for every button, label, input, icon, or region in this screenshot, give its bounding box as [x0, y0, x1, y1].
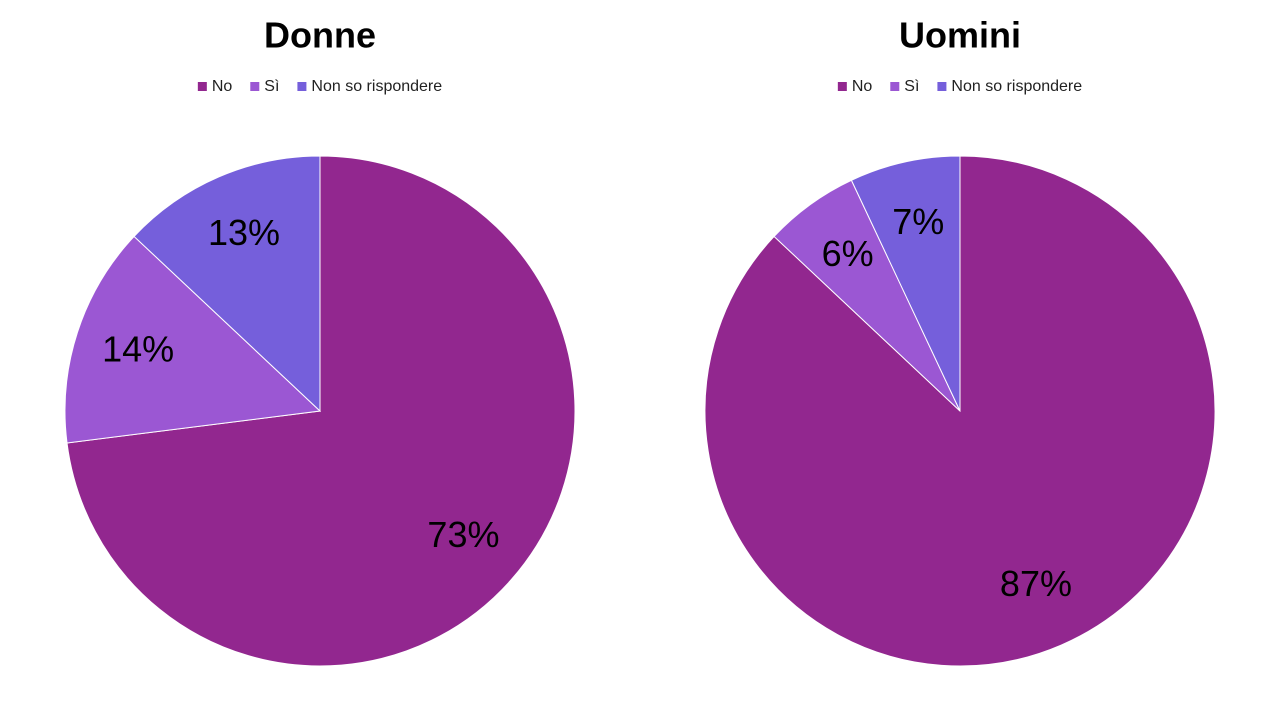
- legend-swatch: [937, 82, 947, 91]
- chart-title: Uomini: [899, 15, 1021, 56]
- legend-label: No: [852, 78, 873, 95]
- data-label: 14%: [102, 328, 174, 369]
- data-label: 7%: [892, 201, 944, 242]
- legend-label: No: [212, 78, 233, 95]
- data-label: 87%: [1000, 563, 1072, 604]
- legend-swatch: [250, 82, 260, 91]
- pie-slice: [66, 155, 576, 667]
- pie-slice: [850, 155, 961, 412]
- legend-label: Non so rispondere: [311, 78, 442, 95]
- legend-swatch: [297, 82, 307, 91]
- pie-slice: [133, 155, 321, 413]
- legend-label: Non so rispondere: [951, 78, 1082, 95]
- legend-swatch: [890, 82, 900, 91]
- legend-label: Sì: [904, 78, 919, 95]
- data-label: 6%: [822, 233, 874, 274]
- legend: No Sì Non so rispondere: [197, 78, 442, 95]
- legend-label: Sì: [264, 78, 279, 95]
- data-label: 13%: [208, 212, 280, 253]
- legend: No Sì Non so rispondere: [837, 78, 1082, 95]
- pie-slice: [64, 235, 322, 444]
- legend-swatch: [197, 82, 207, 91]
- data-label: 73%: [427, 514, 499, 555]
- legend-swatch: [837, 82, 847, 91]
- chart-title: Donne: [264, 15, 376, 56]
